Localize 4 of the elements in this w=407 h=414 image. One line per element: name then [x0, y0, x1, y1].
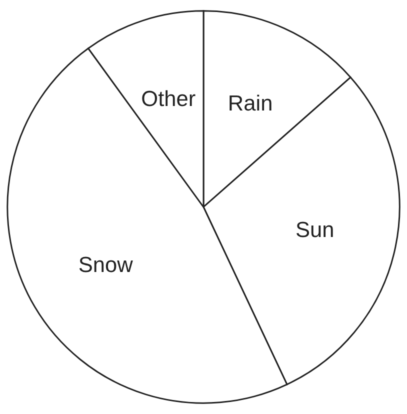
slice-label: Other: [141, 86, 196, 111]
slice-label: Rain: [228, 90, 273, 116]
slice-label: Snow: [78, 252, 134, 277]
slice-label: Sun: [295, 216, 334, 242]
